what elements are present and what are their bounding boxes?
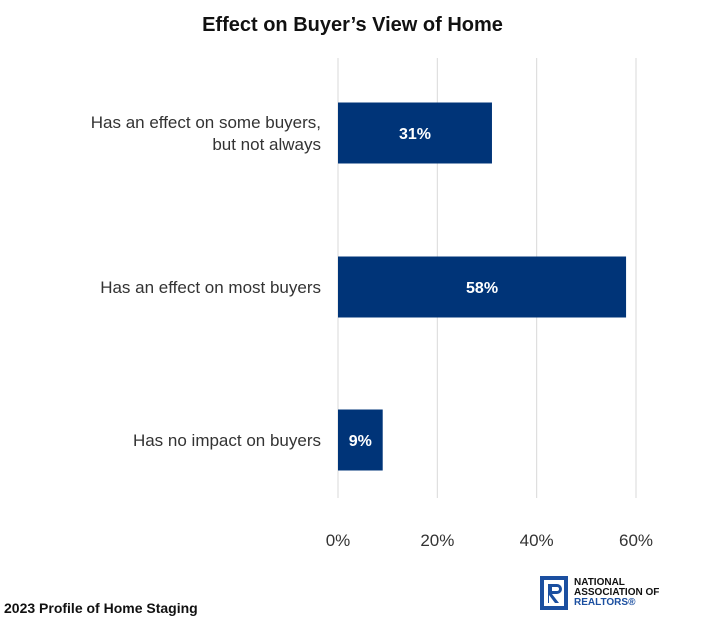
chart-title: Effect on Buyer’s View of Home — [202, 14, 503, 36]
realtor-r-icon — [540, 576, 568, 610]
source-caption: 2023 Profile of Home Staging — [4, 600, 198, 616]
logo-line-1: NATIONAL — [574, 577, 625, 588]
logo-line-2: ASSOCIATION OF — [574, 587, 660, 598]
logo-line-3: REALTORS® — [574, 597, 636, 608]
data-label: 58% — [466, 280, 498, 297]
bar-0 — [338, 102, 492, 164]
bar-2 — [338, 409, 383, 471]
data-label: 31% — [399, 126, 431, 143]
bars: 31% 58% 9% — [338, 102, 627, 471]
category-label: Has no impact on buyers — [133, 431, 321, 450]
x-axis-ticks: 0% 20% 40% 60% — [326, 531, 653, 550]
x-tick-label: 20% — [420, 531, 454, 550]
bar-1 — [338, 256, 627, 318]
category-label: Has an effect on some buyers, — [91, 113, 321, 132]
data-label: 9% — [349, 433, 372, 450]
x-tick-label: 60% — [619, 531, 653, 550]
category-label: but not always — [212, 135, 321, 154]
category-labels: Has an effect on some buyers, but not alw… — [91, 113, 321, 450]
logo-text: NATIONAL ASSOCIATION OF REALTORS® — [574, 578, 659, 608]
nar-logo: NATIONAL ASSOCIATION OF REALTORS® — [540, 576, 659, 610]
bar-chart: 31% 58% 9% Has an effect on some buyers, bu… — [91, 58, 653, 550]
category-label: Has an effect on most buyers — [100, 278, 321, 297]
x-tick-label: 0% — [326, 531, 351, 550]
x-tick-label: 40% — [520, 531, 554, 550]
